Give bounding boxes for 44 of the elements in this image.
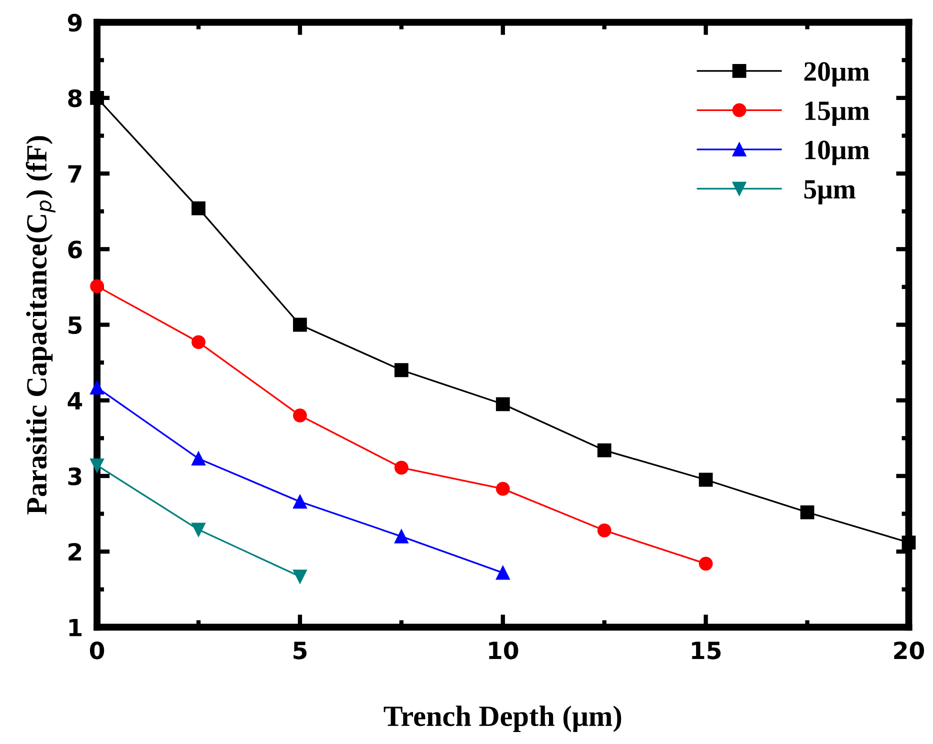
y-tick-label: 4	[68, 392, 82, 410]
point	[394, 530, 408, 544]
point	[293, 570, 307, 584]
point	[293, 494, 307, 509]
point	[90, 458, 104, 472]
point	[698, 472, 713, 487]
x-axis-title: Trench Depth (μm)	[384, 706, 622, 732]
point	[698, 556, 713, 571]
point	[90, 90, 104, 105]
x-tick-label: 10	[489, 642, 518, 660]
legend-label: 20μm	[804, 62, 870, 87]
legend-label: 15μm	[805, 102, 870, 126]
point	[293, 408, 307, 422]
y-tick-label: 1	[69, 618, 82, 636]
legend-label: 10μm	[805, 140, 870, 166]
y-tick-label: 2	[68, 543, 82, 561]
point	[496, 397, 510, 412]
y-tick-label: 7	[68, 165, 82, 183]
point	[192, 335, 206, 350]
point	[192, 201, 206, 216]
y-axis-title: Parasitic Capacitance(C$_{p}$) (fF)	[26, 136, 56, 514]
point	[293, 318, 307, 332]
legend-label: 5μm	[804, 180, 856, 204]
point	[90, 380, 104, 394]
y-tick-label: 8	[68, 89, 82, 108]
y-tick-label: 6	[68, 240, 82, 258]
point	[90, 279, 104, 294]
point	[800, 505, 814, 520]
point	[192, 452, 206, 466]
point	[192, 522, 206, 537]
y-tick-label: 3	[68, 467, 82, 486]
point	[902, 536, 916, 550]
x-tick-label: 15	[692, 642, 721, 660]
x-tick-label: 0	[90, 642, 104, 660]
point	[597, 443, 612, 458]
y-tick-label: 5	[68, 316, 82, 334]
point	[496, 566, 510, 580]
point	[394, 363, 408, 378]
y-tick-label: 9	[68, 14, 82, 32]
point	[597, 523, 612, 538]
point	[496, 482, 510, 496]
point	[394, 460, 408, 475]
x-tick-label: 5	[294, 642, 307, 660]
x-tick-label: 20	[894, 642, 924, 660]
